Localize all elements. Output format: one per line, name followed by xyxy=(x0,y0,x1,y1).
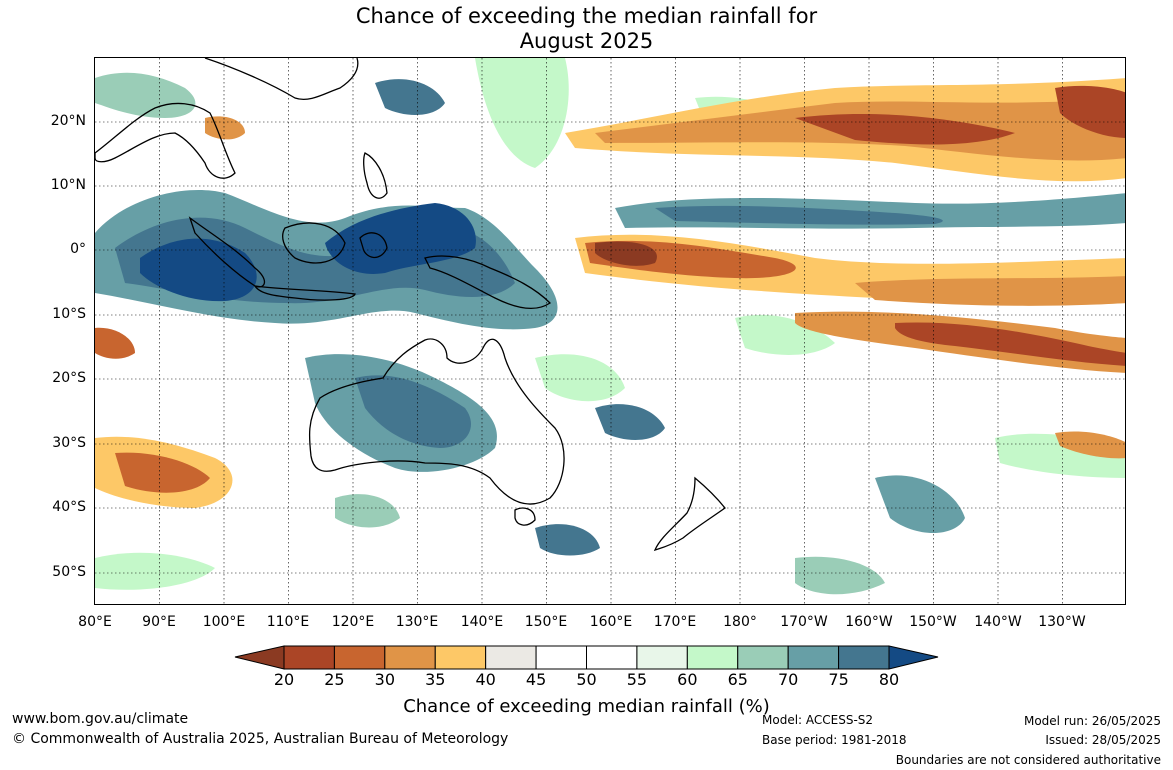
lat-label-30s: 30°S xyxy=(52,435,86,451)
colorbar-box xyxy=(535,645,587,670)
eastern-indian-ocean-wet-core xyxy=(140,238,257,302)
colorbar-box xyxy=(636,645,688,670)
north-pacific-dry-core xyxy=(795,85,1125,145)
dry-regions xyxy=(95,78,1125,508)
lon-label-100e: 100°E xyxy=(202,614,246,630)
south-pacific-dry-core xyxy=(895,322,1125,366)
australia-coast xyxy=(308,338,565,505)
colorbar-label: Chance of exceeding median rainfall (%) xyxy=(403,696,770,717)
lon-label-160w: 160°W xyxy=(845,614,893,630)
equatorial-pacific-dry-core xyxy=(595,241,657,266)
colorbar-under-arrow xyxy=(234,645,285,670)
copyright-notice: © Commonwealth of Australia 2025, Austra… xyxy=(12,731,509,747)
colorbar-box xyxy=(485,645,537,670)
coastlines xyxy=(95,58,726,552)
colorbar-box xyxy=(586,645,638,670)
equatorial-pacific-dry-east xyxy=(855,276,1125,306)
colorbar-box xyxy=(737,645,789,670)
lat-label-40s: 40°S xyxy=(52,499,86,515)
wet-regions xyxy=(95,72,1125,556)
lon-label-150e: 150°E xyxy=(524,614,568,630)
philippines-coast xyxy=(363,152,388,199)
lon-label-160e: 160°E xyxy=(589,614,633,630)
south-asia-wet xyxy=(95,72,196,118)
lon-label-110e: 110°E xyxy=(266,614,310,630)
map-canvas xyxy=(95,58,1125,604)
sumatra-coast xyxy=(188,216,266,288)
bom-website: www.bom.gov.au/climate xyxy=(12,711,189,727)
colorbar-box xyxy=(434,645,487,670)
graticule xyxy=(95,58,1125,604)
model-run-date: Model run: 26/05/2025 xyxy=(1023,714,1161,728)
colorbar-box xyxy=(787,645,840,670)
colorbar-tick-label: 35 xyxy=(425,670,446,689)
colorbar-over-arrow xyxy=(888,645,939,670)
colorbar-tick-label: 30 xyxy=(374,670,395,689)
lon-label-170e: 170°E xyxy=(653,614,697,630)
sulawesi-coast xyxy=(359,232,388,259)
lon-label-140e: 140°E xyxy=(460,614,504,630)
colorbar-tick-label: 70 xyxy=(777,670,799,689)
colorbar-box xyxy=(384,645,436,670)
java-coast xyxy=(253,285,356,301)
philippine-sea-wet xyxy=(375,79,445,115)
south-asia-dry-patch xyxy=(205,116,245,140)
north-pacific-wet-band-core xyxy=(655,205,943,225)
new-zealand-coast xyxy=(653,476,726,552)
south-east-pacific-dry-patch xyxy=(1055,431,1125,459)
lat-label-10s: 10°S xyxy=(52,306,86,322)
southern-indian-ocean-dry-core xyxy=(115,452,210,493)
lon-label-130e: 130°E xyxy=(395,614,439,630)
tasmania-coast xyxy=(514,507,536,526)
boundaries-disclaimer: Boundaries are not considered authoritat… xyxy=(895,753,1161,767)
colorbar-tick-label: 25 xyxy=(324,670,345,689)
colorbar-tick-label: 50 xyxy=(576,670,597,689)
lon-label-150w: 150°W xyxy=(909,614,957,630)
tasman-wet-patch xyxy=(595,404,665,440)
lon-label-170w: 170°W xyxy=(780,614,828,630)
model-name: Model: ACCESS-S2 xyxy=(762,713,874,727)
colorbar-tick-label: 65 xyxy=(727,670,748,689)
southern-ocean-wet-patch xyxy=(535,524,600,556)
colorbar-box xyxy=(838,645,890,670)
base-period: Base period: 1981-2018 xyxy=(762,733,907,747)
lon-label-130w: 130°W xyxy=(1038,614,1086,630)
southern-pacific-wet-patch xyxy=(875,475,965,533)
colorbar-box xyxy=(686,645,739,670)
lon-label-180: 180° xyxy=(723,614,757,630)
colorbar-tick-label: 75 xyxy=(828,670,849,689)
title-line-2: August 2025 xyxy=(519,29,654,53)
borneo-coast xyxy=(282,222,346,264)
new-guinea-coast xyxy=(424,255,552,310)
colorbar-tick-label: 80 xyxy=(878,670,900,689)
lat-label-20s: 20°S xyxy=(52,370,86,386)
lat-label-10n: 10°N xyxy=(50,177,86,193)
colorbar-tick-label: 20 xyxy=(273,670,295,689)
lon-label-120e: 120°E xyxy=(331,614,375,630)
issued-date: Issued: 28/05/2025 xyxy=(1045,733,1161,747)
lat-label-0: 0° xyxy=(70,241,86,257)
map-title: Chance of exceeding the median rainfall … xyxy=(0,4,1173,54)
lon-label-140w: 140°W xyxy=(974,614,1022,630)
lon-label-80e: 80°E xyxy=(78,614,112,630)
lat-label-50s: 50°S xyxy=(52,564,86,580)
colorbar-tick-label: 55 xyxy=(626,670,648,689)
china-coast xyxy=(204,58,359,100)
colorbar-box xyxy=(283,645,335,670)
title-line-1: Chance of exceeding the median rainfall … xyxy=(355,4,818,28)
lat-label-20n: 20°N xyxy=(50,113,86,129)
colorbar-tick-label: 45 xyxy=(525,670,547,689)
rainfall-map xyxy=(94,57,1126,605)
asia-mainland-coast xyxy=(95,102,236,179)
colorbar-tick-label: 60 xyxy=(677,670,698,689)
lon-label-90e: 90°E xyxy=(142,614,176,630)
colorbar-boxes xyxy=(283,645,890,670)
colorbar-box xyxy=(333,645,386,670)
west-indian-ocean-dry xyxy=(95,327,135,359)
inland-australia-wet-core xyxy=(355,375,471,448)
colorbar-tick-label: 40 xyxy=(475,670,496,689)
